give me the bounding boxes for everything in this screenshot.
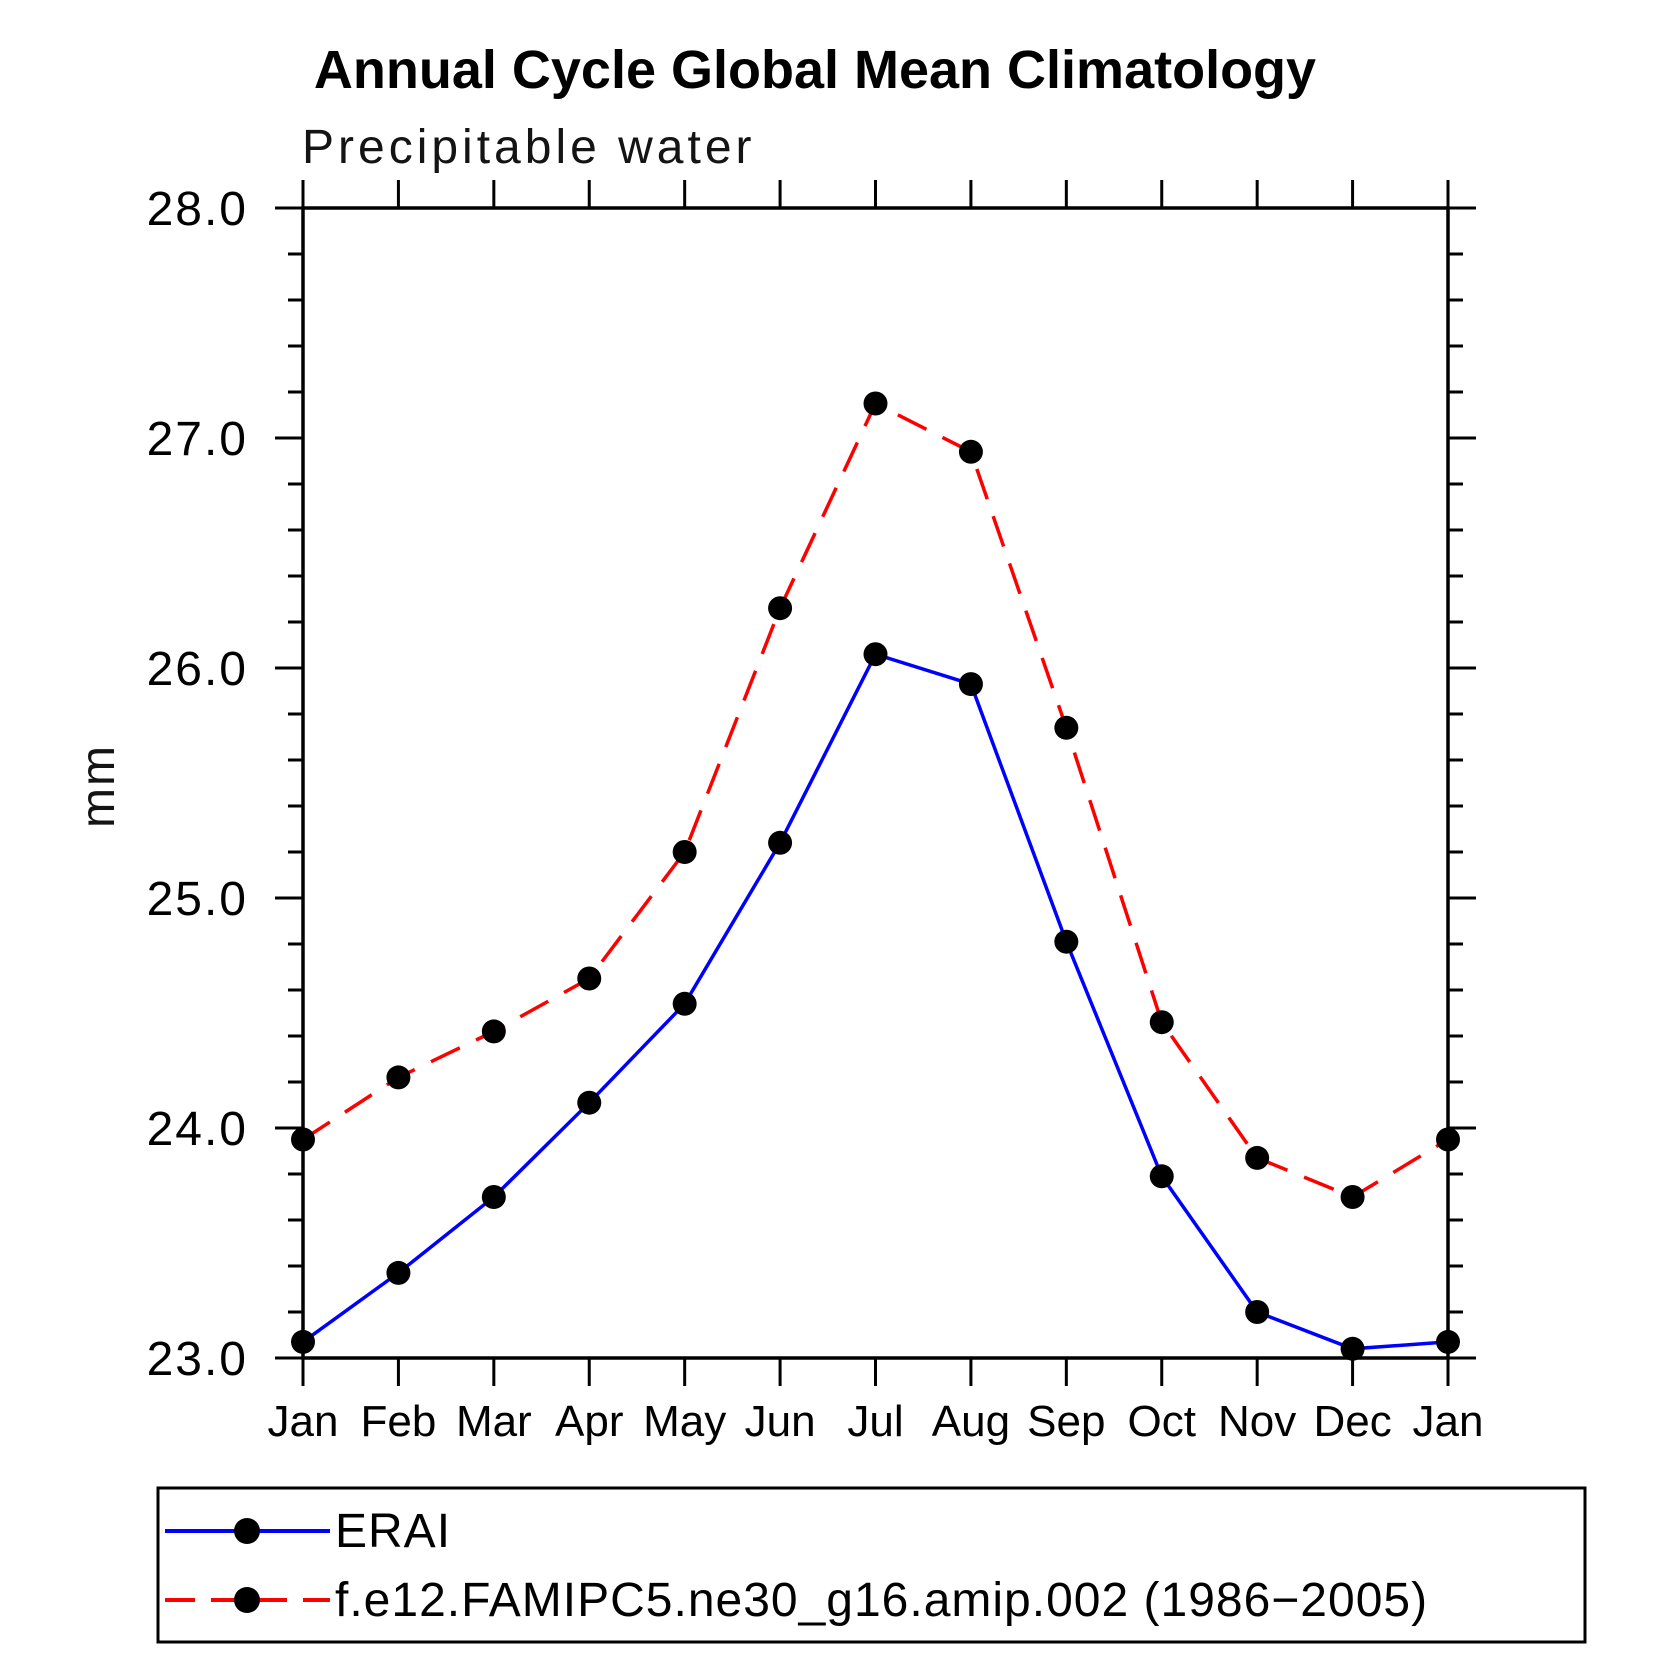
data-point bbox=[958, 439, 983, 464]
chart-title: Annual Cycle Global Mean Climatology bbox=[314, 40, 1316, 100]
series-line-1 bbox=[302, 401, 1449, 1199]
data-point bbox=[1149, 1164, 1174, 1189]
series-line-0 bbox=[301, 652, 1449, 1351]
y-tick-label: 24.0 bbox=[147, 1103, 248, 1156]
data-point bbox=[386, 1065, 411, 1090]
x-tick-label: Jul bbox=[847, 1397, 903, 1446]
data-point bbox=[291, 1329, 315, 1354]
data-point bbox=[577, 1090, 602, 1115]
data-point bbox=[1245, 1145, 1270, 1170]
data-point bbox=[386, 1260, 411, 1285]
axes-layer: Jan Feb Mar Apr May Jun Jul Aug Sep Oct Nov Dec Jan 2… bbox=[147, 180, 1484, 1446]
data-point bbox=[863, 391, 888, 416]
data-point bbox=[481, 1185, 506, 1209]
x-tick-label: Jan bbox=[1413, 1397, 1484, 1446]
y-axis-title: mm bbox=[72, 744, 125, 828]
legend-box bbox=[156, 1486, 1587, 1644]
chart-subtitle: Precipitable water bbox=[302, 121, 756, 174]
data-point bbox=[1245, 1300, 1270, 1324]
legend-label-1: f.e12.FAMIPC5.ne30_g16.amip.002 (1986−20… bbox=[335, 1574, 1428, 1627]
x-tick-label: Jun bbox=[745, 1397, 816, 1446]
y-tick-label: 26.0 bbox=[147, 643, 248, 696]
y-tick-label: 27.0 bbox=[147, 413, 248, 466]
data-point bbox=[1054, 715, 1079, 740]
data-point bbox=[958, 672, 983, 697]
x-tick-label: Oct bbox=[1128, 1397, 1196, 1446]
y-tick-label: 28.0 bbox=[147, 183, 248, 236]
x-tick-label: Mar bbox=[456, 1397, 532, 1446]
x-tick-label: Feb bbox=[361, 1397, 437, 1446]
y-tick-label: 25.0 bbox=[147, 873, 248, 926]
legend-marker-0 bbox=[234, 1518, 260, 1544]
data-point bbox=[577, 966, 602, 991]
data-point bbox=[768, 830, 793, 855]
series-layer bbox=[291, 391, 1460, 1361]
x-tick-label: Aug bbox=[932, 1397, 1010, 1446]
data-point bbox=[1149, 1010, 1174, 1035]
data-point bbox=[1054, 929, 1079, 954]
y-tick-label: 23.0 bbox=[147, 1333, 248, 1386]
legend-layer: ERAI f.e12.FAMIPC5.ne30_g16.amip.002 (198… bbox=[156, 1486, 1587, 1644]
data-point bbox=[481, 1019, 506, 1044]
data-point bbox=[1340, 1336, 1365, 1361]
x-tick-label: Dec bbox=[1313, 1397, 1391, 1446]
legend-marker-1 bbox=[234, 1587, 260, 1613]
x-tick-label: Nov bbox=[1218, 1397, 1296, 1446]
x-tick-label: Jan bbox=[268, 1397, 339, 1446]
x-tick-label: Sep bbox=[1027, 1397, 1105, 1446]
data-point bbox=[1340, 1185, 1365, 1209]
data-point bbox=[768, 596, 793, 621]
x-tick-label: Apr bbox=[555, 1397, 623, 1446]
data-point bbox=[672, 991, 697, 1016]
legend-label-0: ERAI bbox=[335, 1505, 451, 1558]
plot-frame bbox=[301, 206, 1450, 1360]
data-point bbox=[1436, 1127, 1460, 1152]
data-point bbox=[291, 1127, 315, 1152]
data-point bbox=[863, 642, 888, 667]
data-point bbox=[1436, 1329, 1460, 1354]
x-tick-label: May bbox=[643, 1397, 726, 1446]
data-point bbox=[672, 840, 697, 864]
